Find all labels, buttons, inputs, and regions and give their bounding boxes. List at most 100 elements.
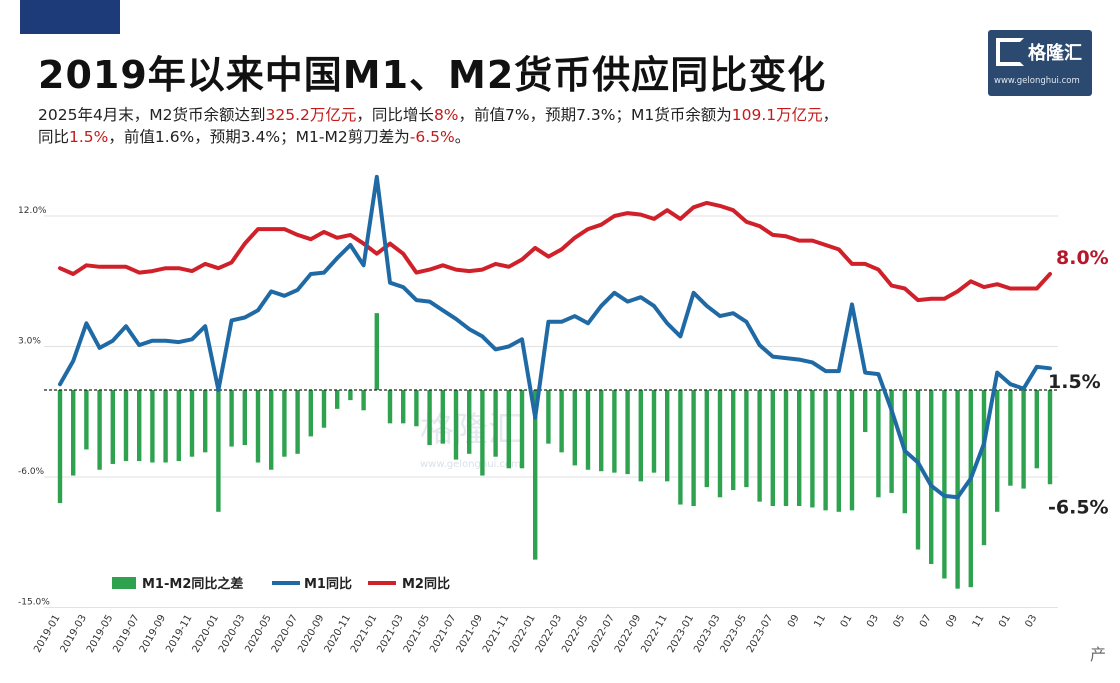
- bar-gap: [84, 390, 89, 450]
- bar-gap: [57, 390, 63, 504]
- logo-mark-icon: [996, 38, 1024, 66]
- title-tab: [20, 0, 120, 34]
- subtitle-m1-growth: 1.5%: [69, 128, 109, 146]
- x-tick-label: 07: [918, 613, 934, 630]
- legend-swatch-gap: [112, 577, 136, 589]
- bar-gap: [269, 390, 274, 470]
- bar-gap: [414, 390, 419, 427]
- bar-gap: [995, 390, 1000, 512]
- bar-gap: [889, 390, 894, 493]
- bar-gap: [717, 390, 723, 498]
- legend-label-m1: M1同比: [304, 576, 352, 592]
- annotation-m1: 1.5%: [1048, 371, 1101, 393]
- bar-gap: [981, 390, 987, 546]
- bar-gap: [387, 390, 393, 424]
- bar-gap: [797, 390, 802, 506]
- bar-gap: [229, 390, 234, 447]
- bar-gap: [163, 390, 168, 463]
- bar-gap: [97, 390, 102, 470]
- bar-gap: [849, 390, 855, 511]
- bar-gap: [71, 390, 76, 476]
- source-badge: 产: [870, 639, 1120, 683]
- bar-gap: [440, 390, 445, 444]
- bar-gap: [467, 390, 472, 454]
- x-tick-label: 05: [892, 613, 908, 630]
- bar-gap: [678, 390, 683, 505]
- bar-gap: [110, 390, 115, 464]
- subtitle-text: ，同比增长: [356, 106, 434, 124]
- bar-gap: [968, 390, 973, 588]
- bar-gap: [493, 390, 498, 457]
- money-supply-chart: 12.0%3.0%-6.0%-15.0%格隆汇www.gelonghui.com…: [18, 174, 1109, 655]
- bar-gap: [427, 390, 432, 446]
- x-tick-label: 09: [786, 613, 802, 630]
- subtitle-text: 。: [454, 128, 471, 146]
- series-line-m1: [58, 174, 1052, 500]
- page-title: 2019年以来中国M1、M2货币供应同比变化: [38, 53, 827, 97]
- bar-gap: [929, 390, 934, 564]
- bar-gap: [665, 390, 670, 482]
- bar-gap: [836, 390, 841, 512]
- bar-gap: [546, 390, 551, 444]
- subtitle-text: 同比: [38, 128, 70, 146]
- bar-gap: [1021, 390, 1026, 489]
- y-tick-label: 12.0%: [18, 206, 47, 216]
- bar-gap: [955, 390, 960, 589]
- bar-gap: [519, 390, 525, 469]
- bar-gap: [295, 390, 300, 454]
- bar-gap: [401, 390, 406, 424]
- legend-label-m2: M2同比: [402, 576, 450, 592]
- bar-gap: [783, 390, 789, 506]
- source-text: 产: [1089, 645, 1106, 664]
- bar-gap: [1008, 390, 1013, 486]
- bar-gap: [810, 390, 815, 508]
- bar-gap: [559, 390, 564, 453]
- y-tick-label: -15.0%: [18, 598, 50, 608]
- bar-gap: [942, 390, 947, 579]
- bar-gap: [757, 390, 762, 502]
- subtitle-text: ，: [822, 106, 839, 124]
- subtitle-m2-balance: 325.2万亿元: [265, 106, 357, 124]
- logo-url: www.gelonghui.com: [994, 76, 1080, 86]
- annotation-gap: -6.5%: [1048, 496, 1109, 518]
- bar-gap: [651, 390, 657, 473]
- bar-gap: [691, 390, 696, 506]
- subtitle: 2025年4月末，M2货币余额达到325.2万亿元，同比增长8%，前值7%，预期…: [38, 104, 998, 148]
- x-tick-label: 09: [944, 613, 960, 630]
- x-tick-label: 03: [865, 613, 881, 630]
- bar-gap: [321, 390, 327, 428]
- bar-gap: [533, 390, 538, 560]
- bar-gap: [150, 390, 155, 463]
- bar-gap: [1047, 390, 1053, 485]
- bar-gap: [599, 390, 604, 472]
- bar-gap: [704, 390, 709, 488]
- bar-gap: [1034, 390, 1039, 469]
- subtitle-m1-balance: 109.1万亿元: [731, 106, 823, 124]
- bar-gap: [361, 390, 366, 411]
- bar-gap: [585, 390, 591, 470]
- bar-gap: [348, 390, 353, 401]
- y-tick-label: -6.0%: [18, 467, 45, 477]
- x-tick-label: 11: [812, 613, 828, 630]
- logo-name: 格隆汇: [1028, 43, 1082, 64]
- bar-gap: [625, 390, 630, 475]
- bar-gap: [770, 390, 775, 506]
- bar-gap: [176, 390, 181, 462]
- bar-gap: [137, 390, 142, 462]
- bar-gap: [863, 390, 868, 433]
- subtitle-m2-growth: 8%: [433, 106, 459, 124]
- bar-gap: [242, 390, 247, 446]
- bar-gap: [480, 390, 485, 476]
- bar-gap: [638, 390, 643, 482]
- x-tick-label: 11: [971, 613, 987, 630]
- subtitle-text: ，前值7%，预期7.3%；M1货币余额为: [458, 106, 732, 124]
- bar-gap: [453, 390, 459, 460]
- subtitle-text: ，前值1.6%，预期3.4%；M1-M2剪刀差为: [108, 128, 410, 146]
- bar-gap: [189, 390, 195, 457]
- bar-gap: [915, 390, 921, 550]
- x-tick-label: 03: [1024, 613, 1040, 630]
- watermark-url: www.gelonghui.com: [420, 459, 521, 470]
- bar-gap: [282, 390, 287, 457]
- brand-logo: 格隆汇 www.gelonghui.com: [988, 30, 1092, 96]
- bar-gap: [823, 390, 828, 511]
